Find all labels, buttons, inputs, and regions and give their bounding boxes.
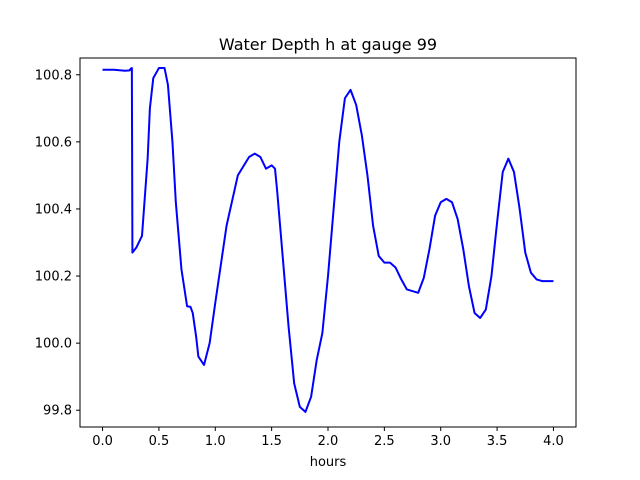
x-tick-label: 2.0 xyxy=(318,434,339,449)
y-tick-label: 100.2 xyxy=(35,270,72,285)
x-tick-label: 1.0 xyxy=(205,434,226,449)
plot-area xyxy=(102,67,554,413)
x-tick-label: 0.5 xyxy=(149,434,170,449)
series-line-0 xyxy=(102,67,554,413)
y-tick-label: 99.8 xyxy=(43,404,72,419)
x-tick-label: 0.0 xyxy=(92,434,113,449)
y-tick-label: 100.0 xyxy=(35,337,72,352)
x-tick-label: 4.0 xyxy=(543,434,564,449)
x-axis: 0.0 0.5 1.0 1.5 2.0 2.5 3.0 3.5 4.0 xyxy=(92,427,564,449)
x-tick-label: 3.5 xyxy=(487,434,508,449)
axes-frame xyxy=(79,57,577,428)
x-tick-label: 3.0 xyxy=(430,434,451,449)
y-tick-label: 100.4 xyxy=(35,202,72,217)
y-axis: 99.8 100.0 100.2 100.4 100.6 100.8 xyxy=(35,68,80,419)
x-axis-label: hours xyxy=(310,455,347,470)
chart-title: Water Depth h at gauge 99 xyxy=(219,35,437,54)
x-tick-label: 2.5 xyxy=(374,434,395,449)
y-tick-label: 100.6 xyxy=(35,135,72,150)
x-tick-label: 1.5 xyxy=(261,434,282,449)
y-tick-label: 100.8 xyxy=(35,68,72,83)
